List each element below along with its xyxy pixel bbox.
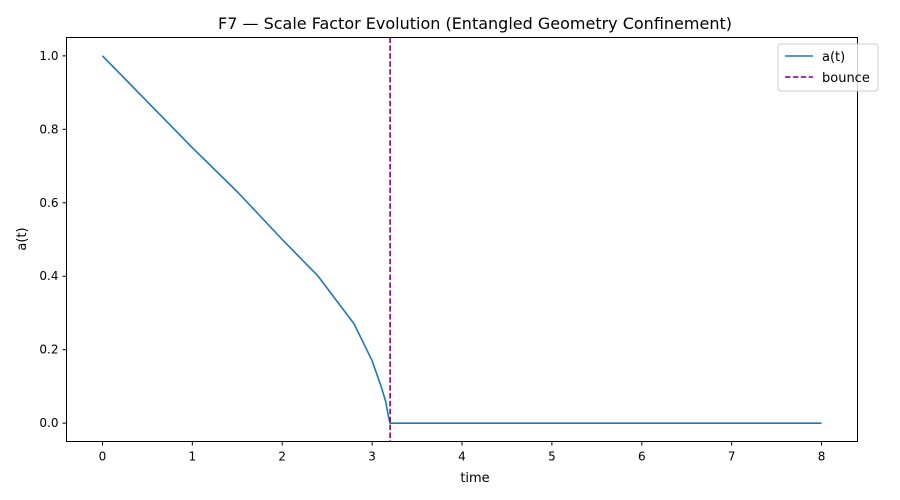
- y-tick-label: 0.2: [39, 343, 58, 357]
- chart-title: F7 — Scale Factor Evolution (Entangled G…: [218, 14, 732, 33]
- y-tick-label: 0.0: [39, 416, 58, 430]
- y-tick-label: 0.4: [39, 269, 58, 283]
- x-tick-label: 4: [458, 450, 466, 464]
- x-tick-label: 5: [548, 450, 556, 464]
- x-axis-ticks: 0 1 2 3 4 5 6 7 8: [99, 441, 826, 464]
- x-tick-label: 3: [368, 450, 376, 464]
- y-axis-label: a(t): [15, 227, 30, 250]
- legend: a(t) bounce: [777, 43, 879, 92]
- series-line-0: [101, 55, 822, 424]
- y-tick-label: 0.6: [39, 196, 58, 210]
- legend-label-bounce: bounce: [822, 71, 870, 86]
- axes-frame: [66, 37, 858, 442]
- x-tick-label: 8: [818, 450, 826, 464]
- x-tick-label: 7: [728, 450, 736, 464]
- series-layer: [101, 55, 822, 424]
- y-tick-label: 0.8: [39, 122, 58, 136]
- x-axis-label: time: [460, 471, 489, 486]
- plot-area: [66, 37, 858, 442]
- x-tick-label: 0: [99, 450, 107, 464]
- legend-label-a: a(t): [822, 50, 845, 65]
- x-tick-label: 6: [638, 450, 646, 464]
- x-tick-label: 2: [278, 450, 286, 464]
- x-tick-label: 1: [189, 450, 197, 464]
- y-tick-label: 1.0: [39, 49, 58, 63]
- y-axis-ticks: 0.0 0.2 0.4 0.6 0.8 1.0: [39, 49, 67, 430]
